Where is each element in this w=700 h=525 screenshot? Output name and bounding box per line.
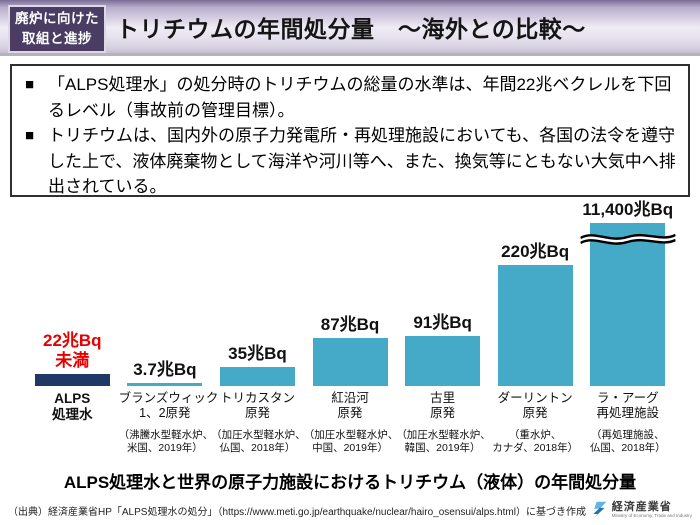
bar xyxy=(312,338,388,386)
bar xyxy=(34,374,110,386)
bar xyxy=(405,336,481,386)
bar-category-label: トリカスタン 原発 xyxy=(219,391,295,421)
section-badge-line1: 廃炉に向けた xyxy=(15,11,99,27)
bullet-square-icon: ■ xyxy=(25,76,35,93)
page-title: トリチウムの年間処分量 ～海外との比較～ xyxy=(116,15,586,42)
bar xyxy=(127,383,203,386)
bar-category-label: 古里 原発 xyxy=(430,391,456,421)
bar-category-label: ラ・アーグ 再処理施設 xyxy=(596,391,660,421)
bar-group-alps: 22兆Bq 未満 ALPS 処理水 xyxy=(26,200,119,456)
axis-break-icon xyxy=(580,233,676,245)
summary-list: ■ 「ALPS処理水」の処分時のトリチウムの総量の水準は、年間22兆ベクレルを下… xyxy=(24,72,678,200)
bar-group-lahague: 11,400兆Bq ラ・アーグ 再処理施設 （再処理施設、 xyxy=(580,199,676,456)
bar-category-label: 紅沿河 原発 xyxy=(331,391,369,421)
source-note: （出典）経済産業省HP「ALPS処理水の処分」（https://www.meti… xyxy=(8,507,586,518)
bar-value-label: 11,400兆Bq xyxy=(582,199,674,219)
bar-detail-label: （加圧水型軽水炉、 中国、2019年） xyxy=(303,428,399,455)
meti-agency-name-en: Ministry of Economy, Trade and Industry xyxy=(611,513,692,519)
bar-value-label: 22兆Bq 未満 xyxy=(43,330,102,370)
bar xyxy=(219,367,295,386)
meti-agency-name: 経済産業省 xyxy=(611,501,672,514)
bar-group-darlington: 220兆Bq ダーリントン 原発 （重水炉、 カナダ、2018年） xyxy=(489,200,582,456)
bar xyxy=(497,265,573,386)
bar-category-label: ブランズウィック 1、2原発 xyxy=(118,391,219,421)
bar xyxy=(590,223,666,386)
section-badge: 廃炉に向けた 取組と進捗 xyxy=(8,5,106,53)
bar-group-brunswick: 3.7兆Bq ブランズウィック 1、2原発 （沸騰水型軽水炉、 米国、2019年… xyxy=(118,200,219,456)
bar-value-label: 220兆Bq xyxy=(501,241,570,261)
bar-group-kori: 91兆Bq 古里 原発 （加圧水型軽水炉、 韓国、2019年） xyxy=(396,200,491,456)
meti-logo: 経済産業省 Ministry of Economy, Trade and Ind… xyxy=(588,500,692,521)
bar-value-label: 91兆Bq xyxy=(413,312,472,332)
tritium-bar-chart: 22兆Bq 未満 ALPS 処理水 3.7兆Bq xyxy=(0,200,700,466)
chart-title: ALPS処理水と世界の原子力施設におけるトリチウム（液体）の年間処分量 xyxy=(63,473,637,492)
meti-mark-icon xyxy=(592,501,607,520)
summary-item-text: トリチウムは、国内外の原子力発電所・再処理施設においても、各国の法令を遵守した上… xyxy=(48,126,676,196)
bullet-square-icon: ■ xyxy=(25,127,35,144)
bars-row: 22兆Bq 未満 ALPS 処理水 3.7兆Bq xyxy=(26,199,676,456)
bar-group-hongyanhe: 87兆Bq 紅沿河 原発 （加圧水型軽水炉、 中国、2019年） xyxy=(303,200,399,456)
section-badge-line2: 取組と進捗 xyxy=(22,31,92,46)
bar-category-label: ALPS 処理水 xyxy=(52,391,93,423)
summary-box: ■ 「ALPS処理水」の処分時のトリチウムの総量の水準は、年間22兆ベクレルを下… xyxy=(10,64,690,197)
bar-category-label: ダーリントン 原発 xyxy=(497,391,573,421)
bar-detail-label: （加圧水型軽水炉、 韓国、2019年） xyxy=(396,428,491,455)
bar-value-label: 3.7兆Bq xyxy=(133,359,197,379)
bar-value-label: 35兆Bq xyxy=(228,343,287,363)
bar-detail-label: （重水炉、 カナダ、2018年） xyxy=(492,428,579,455)
bar-detail-label: （再処理施設、 仏国、2018年） xyxy=(589,428,666,455)
bar-group-tricastin: 35兆Bq トリカスタン 原発 （加圧水型軽水炉、 仏国、2018年） xyxy=(211,200,306,456)
bar-value-label: 87兆Bq xyxy=(320,314,380,334)
bar-detail-label: （沸騰水型軽水炉、 米国、2019年） xyxy=(118,428,214,455)
bar-detail-label: （加圧水型軽水炉、 仏国、2018年） xyxy=(211,428,306,455)
header-band: 廃炉に向けた 取組と進捗 トリチウムの年間処分量 ～海外との比較～ xyxy=(0,0,700,56)
summary-item: ■ 「ALPS処理水」の処分時のトリチウムの総量の水準は、年間22兆ベクレルを下… xyxy=(24,72,678,123)
summary-item: ■ トリチウムは、国内外の原子力発電所・再処理施設においても、各国の法令を遵守し… xyxy=(24,123,678,200)
summary-item-text: 「ALPS処理水」の処分時のトリチウムの総量の水準は、年間22兆ベクレルを下回る… xyxy=(48,75,672,120)
